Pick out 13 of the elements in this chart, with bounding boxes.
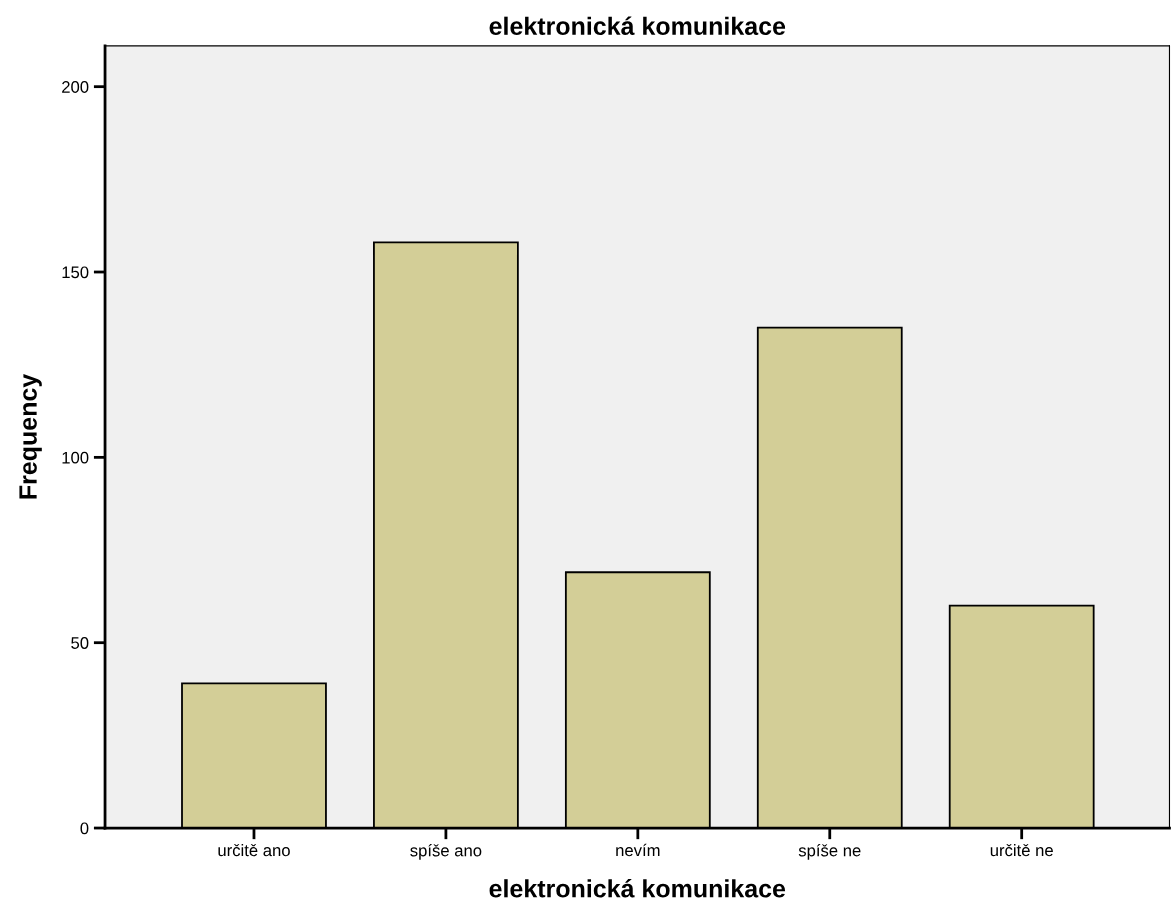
y-tick-label: 50 <box>71 637 89 649</box>
x-tick-label: spíše ne <box>798 844 861 860</box>
y-tick-label: 150 <box>62 266 89 279</box>
y-tick-label: 200 <box>62 81 89 93</box>
x-tick-label: nevím <box>616 843 660 857</box>
y-axis-title: Frequency <box>19 373 42 499</box>
y-tick-label: 0 <box>80 822 89 835</box>
x-tick-label: spíše ano <box>410 844 482 860</box>
x-axis-title: elektronická komunikace <box>489 878 786 898</box>
x-tick-label: určitě ne <box>990 843 1053 857</box>
y-tick-label: 100 <box>62 451 89 464</box>
chart-title: elektronická komunikace <box>489 16 786 36</box>
x-tick-label: určitě ano <box>218 843 290 857</box>
